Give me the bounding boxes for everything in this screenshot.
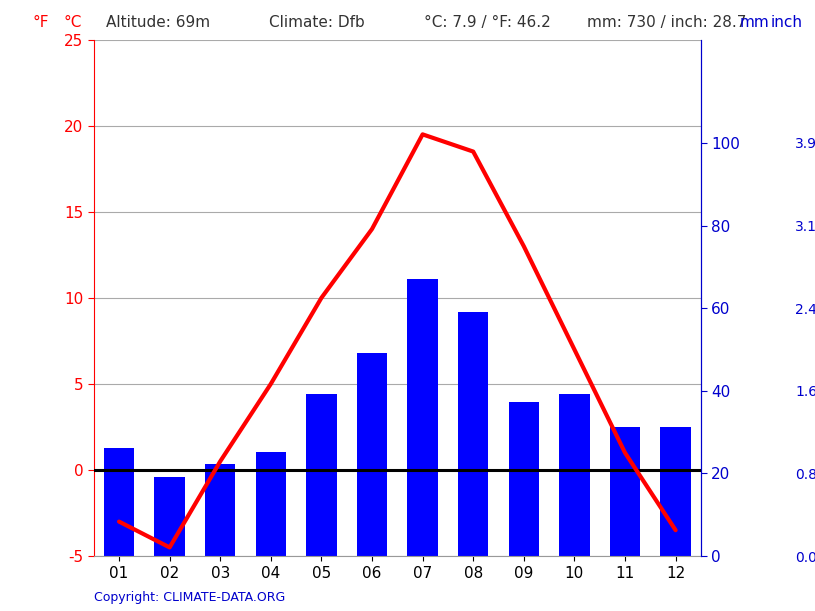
Bar — [610, 427, 640, 556]
Bar — [104, 448, 134, 556]
Bar — [205, 464, 236, 556]
Text: Climate: Dfb: Climate: Dfb — [269, 15, 364, 31]
Text: inch: inch — [770, 15, 802, 31]
Bar — [357, 353, 387, 556]
Text: Copyright: CLIMATE-DATA.ORG: Copyright: CLIMATE-DATA.ORG — [94, 591, 285, 604]
Bar — [559, 394, 589, 556]
Text: mm: 730 / inch: 28.7: mm: 730 / inch: 28.7 — [587, 15, 747, 31]
Text: °C: 7.9 / °F: 46.2: °C: 7.9 / °F: 46.2 — [424, 15, 551, 31]
Bar — [660, 427, 691, 556]
Text: mm: mm — [739, 15, 769, 31]
Bar — [256, 452, 286, 556]
Bar — [155, 477, 185, 556]
Bar — [458, 312, 488, 556]
Text: Altitude: 69m: Altitude: 69m — [106, 15, 210, 31]
Bar — [509, 403, 539, 556]
Bar — [306, 394, 337, 556]
Bar — [408, 279, 438, 556]
Text: °C: °C — [64, 15, 82, 31]
Text: °F: °F — [33, 15, 49, 31]
